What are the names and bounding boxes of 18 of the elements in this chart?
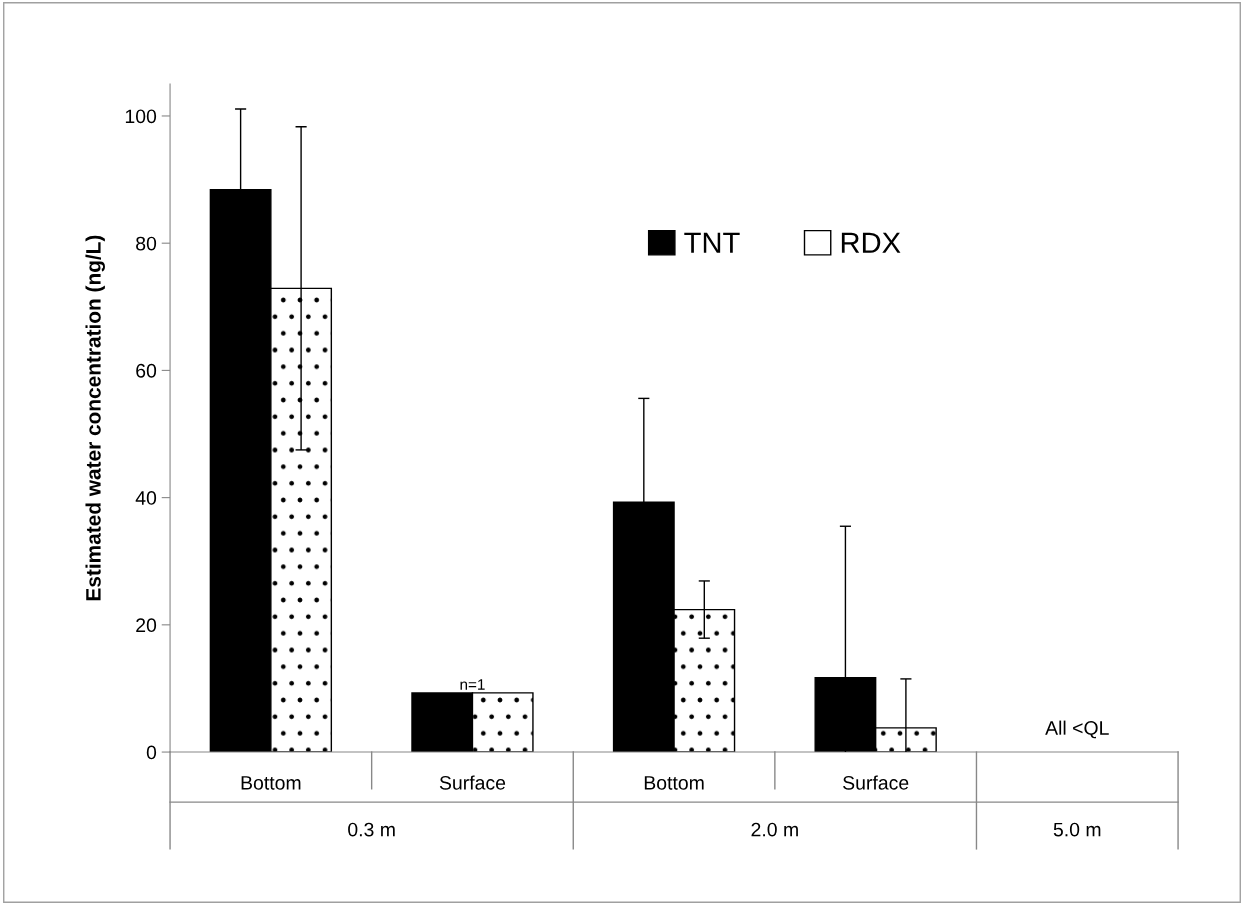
x-tick-label: Surface	[843, 775, 909, 790]
annotation: All <QL	[1045, 720, 1109, 739]
annotation: n=1	[460, 679, 485, 690]
legend-label: TNT	[684, 232, 740, 253]
y-tick-label: 60	[136, 363, 157, 378]
text: 2.0 m	[751, 822, 798, 837]
x-tick-label: Bottom	[644, 776, 704, 790]
y-tick-label: 80	[136, 236, 157, 251]
x-tick-label: Bottom	[241, 776, 301, 790]
y-tick-label: 20	[136, 618, 157, 633]
x-tick-label: Surface	[439, 775, 506, 790]
text: 5.0 m	[1053, 822, 1101, 837]
y-tick-label: 100	[125, 109, 157, 124]
y-tick-label: 0	[146, 745, 157, 760]
y-axis-title: Estimated water concentration (ng/L)	[85, 235, 105, 601]
y-tick-label: 40	[135, 491, 157, 505]
text: 0.3 m	[348, 822, 395, 837]
legend-label: RDX	[841, 232, 901, 253]
